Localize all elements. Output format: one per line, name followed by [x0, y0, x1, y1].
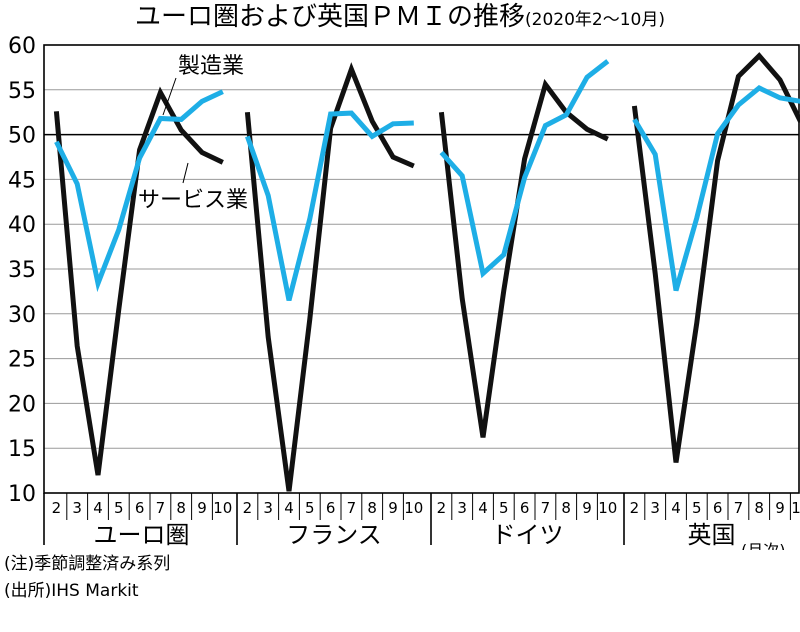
- x-tick-label-0-2: 2: [52, 499, 62, 517]
- x-tick-label-2-10: 10: [598, 499, 617, 517]
- x-tick-label-3-5: 5: [692, 499, 702, 517]
- x-tick-label-0-8: 8: [176, 499, 186, 517]
- x-tick-label-1-2: 2: [243, 499, 253, 517]
- region-label-2: ドイツ: [492, 521, 564, 549]
- x-tick-label-0-7: 7: [156, 499, 166, 517]
- chart-title: ユーロ圏および英国ＰＭＩの推移(2020年2〜10月): [0, 0, 800, 37]
- x-tick-label-0-3: 3: [72, 499, 82, 517]
- x-tick-label-1-9: 9: [388, 499, 398, 517]
- x-tick-label-3-6: 6: [713, 499, 723, 517]
- x-tick-label-1-6: 6: [326, 499, 336, 517]
- leader-line-manufacturing: [162, 77, 177, 116]
- x-tick-label-3-4: 4: [671, 499, 681, 517]
- leader-line-services: [182, 162, 189, 184]
- x-tick-label-3-3: 3: [650, 499, 660, 517]
- x-tick-label-1-10: 10: [404, 499, 423, 517]
- region-label-0: ユーロ圏: [94, 521, 190, 549]
- series-services-line-0: [53, 86, 224, 476]
- x-tick-label-0-6: 6: [135, 499, 145, 517]
- note-seasonal-adjustment: (注)季節調整済み系列: [4, 554, 171, 574]
- x-tick-label-2-3: 3: [457, 499, 467, 517]
- x-tick-label-1-8: 8: [367, 499, 377, 517]
- x-tick-label-3-10: 10: [791, 499, 800, 517]
- x-unit-label: (月次): [741, 541, 786, 550]
- y-tick-label-45: 45: [8, 168, 36, 193]
- x-tick-label-1-4: 4: [284, 499, 294, 517]
- x-tick-label-1-7: 7: [347, 499, 357, 517]
- x-tick-label-3-7: 7: [734, 499, 744, 517]
- x-tick-label-2-7: 7: [541, 499, 551, 517]
- series-manufacturing-line-1: [245, 110, 414, 302]
- x-tick-label-0-10: 10: [213, 499, 232, 517]
- plot-frame: [43, 44, 800, 494]
- series-manufacturing-line-3: [632, 85, 800, 292]
- y-tick-label-60: 60: [8, 34, 36, 59]
- y-tick-label-50: 50: [8, 124, 36, 149]
- note-source: (出所)IHS Markit: [4, 581, 139, 601]
- y-tick-label-20: 20: [8, 392, 36, 417]
- x-tick-label-2-8: 8: [561, 499, 571, 517]
- series-services-line-3: [631, 52, 800, 463]
- region-label-1: フランス: [286, 521, 382, 549]
- title-subtitle: (2020年2〜10月): [525, 10, 665, 30]
- series-services-line-1: [244, 62, 415, 492]
- x-tick-label-0-4: 4: [93, 499, 103, 517]
- x-tick-label-1-3: 3: [263, 499, 273, 517]
- y-tick-label-40: 40: [8, 213, 36, 238]
- series-label-services: サービス業: [138, 188, 248, 213]
- series-manufacturing-line-2: [439, 59, 610, 279]
- x-tick-label-0-5: 5: [114, 499, 124, 517]
- y-tick-label-35: 35: [8, 258, 36, 283]
- series-services-line-2: [438, 78, 609, 438]
- x-tick-label-2-5: 5: [499, 499, 509, 517]
- x-tick-label-1-5: 5: [305, 499, 315, 517]
- y-tick-label-25: 25: [8, 348, 36, 373]
- x-tick-label-2-4: 4: [478, 499, 488, 517]
- y-tick-label-15: 15: [8, 437, 36, 462]
- series-label-manufacturing: 製造業: [178, 54, 244, 79]
- y-tick-label-10: 10: [8, 482, 36, 507]
- series-manufacturing-line-0: [54, 89, 224, 293]
- y-tick-label-30: 30: [8, 303, 36, 328]
- region-label-3: 英国: [688, 521, 736, 549]
- x-tick-label-0-9: 9: [197, 499, 207, 517]
- x-tick-label-3-2: 2: [630, 499, 640, 517]
- x-tick-label-2-6: 6: [520, 499, 530, 517]
- y-tick-label-55: 55: [8, 79, 36, 104]
- x-tick-label-2-2: 2: [437, 499, 447, 517]
- title-main: ユーロ圏および英国ＰＭＩの推移: [135, 2, 526, 32]
- x-tick-label-3-9: 9: [775, 499, 785, 517]
- x-tick-label-2-9: 9: [582, 499, 592, 517]
- x-tick-label-3-8: 8: [754, 499, 764, 517]
